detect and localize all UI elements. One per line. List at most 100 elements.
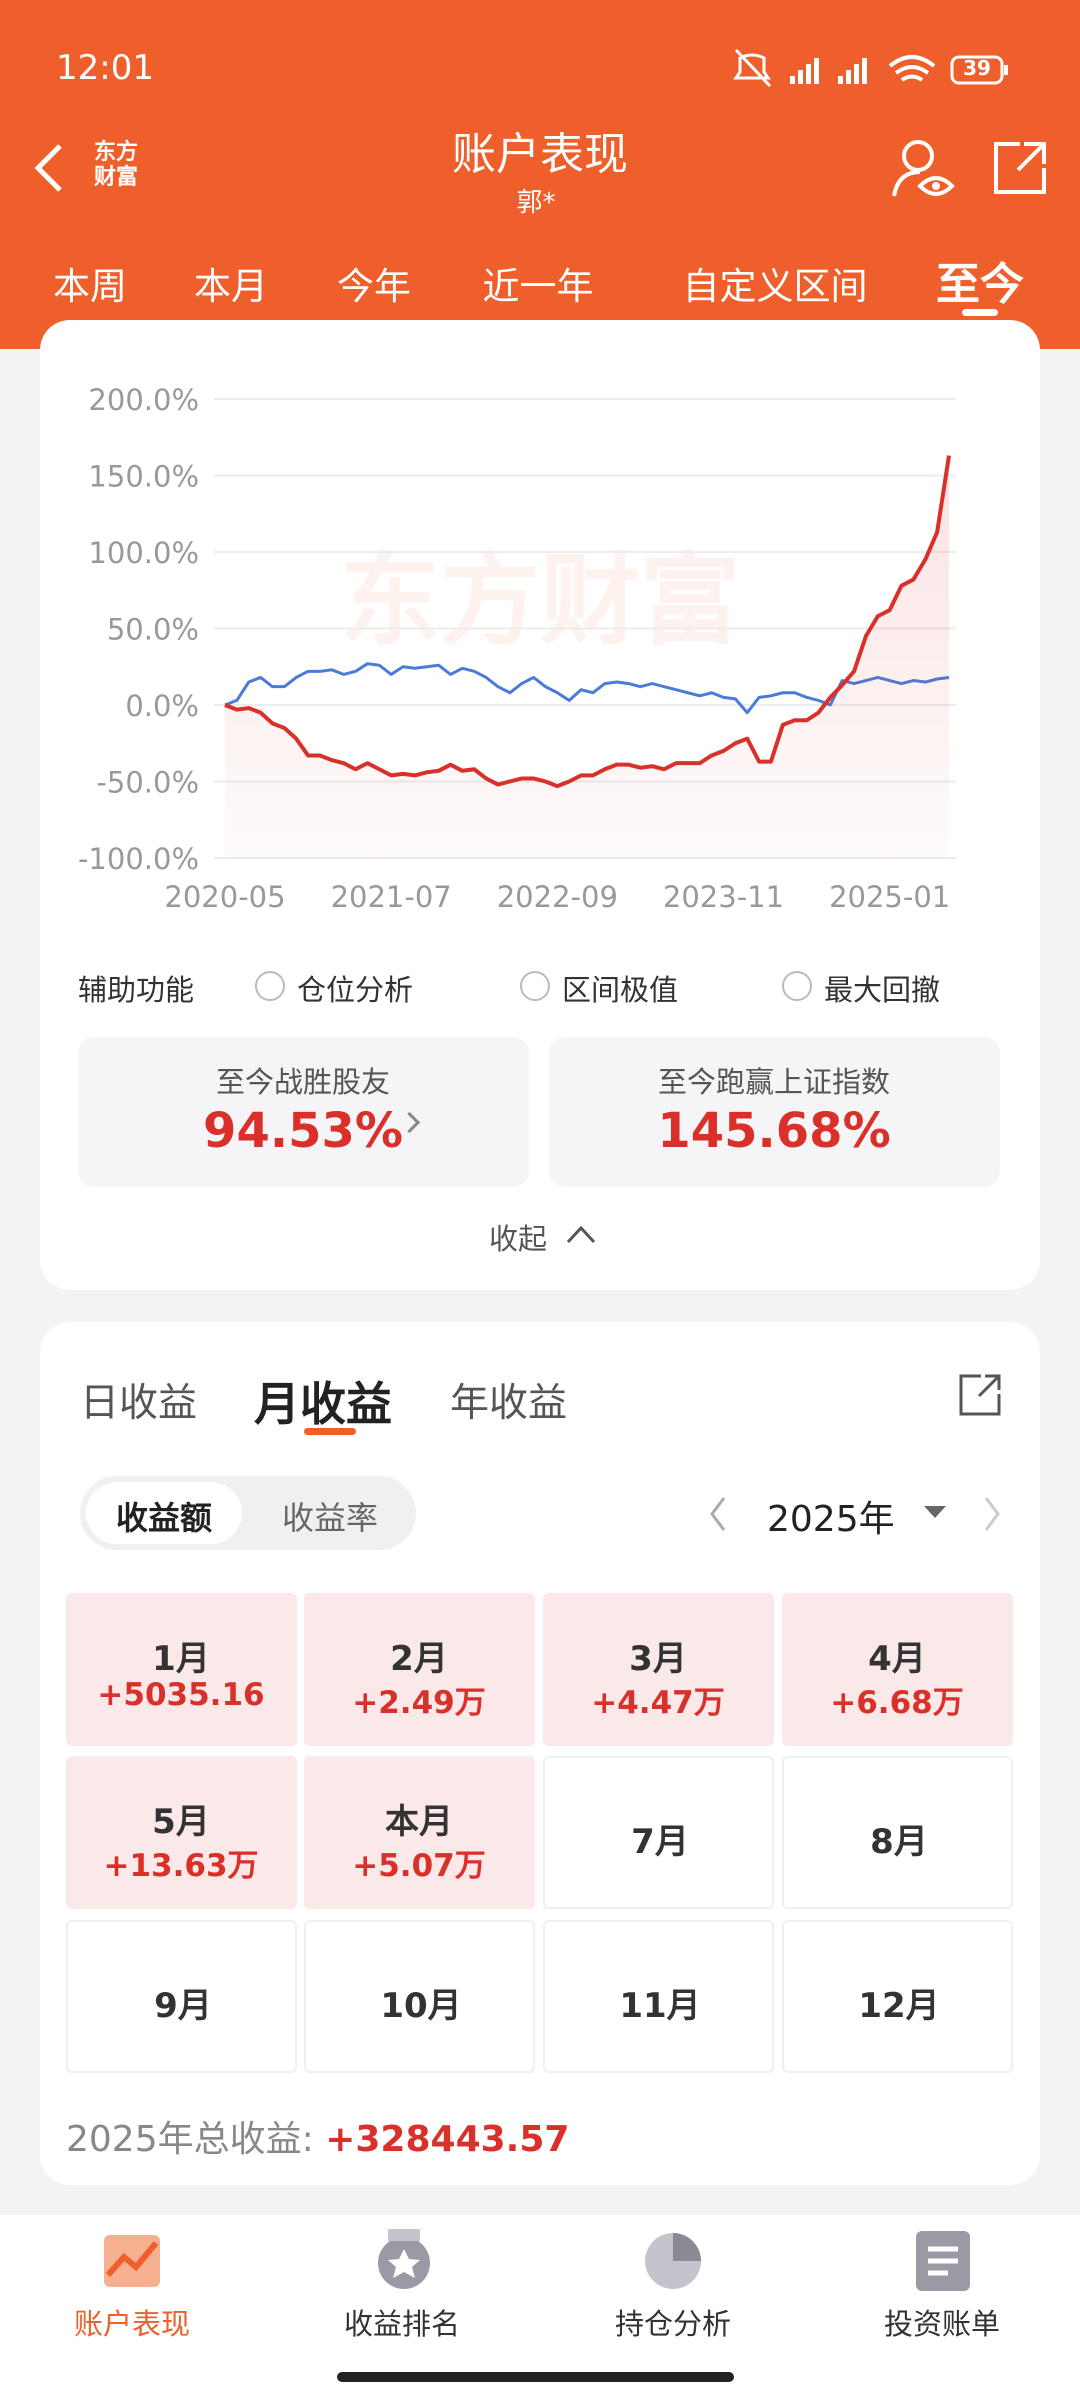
period-tab[interactable]: 本周 <box>53 265 127 308</box>
month-label: 11月 <box>619 1986 701 2026</box>
month-label: 7月 <box>631 1822 689 1862</box>
prev-year[interactable] <box>706 1494 730 1534</box>
month-cell[interactable]: 1月 +5035.16 <box>66 1593 297 1746</box>
month-label: 9月 <box>154 1986 212 2026</box>
month-label: 4月 <box>868 1639 926 1679</box>
month-cell[interactable]: 7月 <box>543 1756 774 1909</box>
y-tick-label: 150.0% <box>88 460 199 494</box>
assist-option[interactable]: 仓位分析 <box>297 973 414 1007</box>
nav-icon[interactable] <box>916 2231 970 2291</box>
stat-box: 至今跑赢上证指数 145.68% <box>549 1037 1000 1187</box>
toggle-option[interactable]: 收益率 <box>281 1499 379 1537</box>
tab-indicator <box>962 309 998 316</box>
x-tick-label: 2020-05 <box>164 880 285 914</box>
month-cell[interactable]: 12月 <box>782 1920 1013 2073</box>
stat-box[interactable]: 至今战胜股友 94.53% <box>78 1037 529 1187</box>
month-label: 本月 <box>385 1802 453 1842</box>
toggle-thumb <box>86 1482 242 1544</box>
chart: 东方财富 200.0% 150.0% 100.0% 50.0% 0.0% -50.0% -1… <box>78 383 956 914</box>
stat-value: 145.68% <box>657 1103 891 1159</box>
assist-option[interactable]: 最大回撤 <box>824 973 941 1007</box>
month-cell[interactable]: 9月 <box>66 1920 297 2073</box>
title: 账户表现 <box>452 129 628 180</box>
share-button[interactable] <box>990 138 1050 198</box>
logo-line: 财富 <box>93 165 138 190</box>
nav-label[interactable]: 持仓分析 <box>614 2307 732 2341</box>
month-label: 8月 <box>870 1822 928 1862</box>
month-label: 2月 <box>390 1639 448 1679</box>
month-value: +5035.16 <box>97 1677 265 1713</box>
month-value: +13.63万 <box>103 1848 259 1884</box>
privacy-button[interactable] <box>890 138 960 202</box>
nav-label[interactable]: 投资账单 <box>883 2307 1001 2341</box>
total-value: +328443.57 <box>325 2119 570 2160</box>
subtitle: 郭* <box>516 188 556 218</box>
assist-option[interactable]: 区间极值 <box>562 973 679 1007</box>
year-select[interactable]: 2025年 <box>767 1499 895 1540</box>
header: 12:01 39 东方 财富 账户表现 郭* 本周 本月 今年 近一年 自定义区间 至今 <box>0 0 1080 349</box>
radio[interactable] <box>520 971 550 1001</box>
collapse-button[interactable]: 收起 <box>488 1222 548 1256</box>
x-tick-label: 2021-07 <box>331 880 452 914</box>
total: 2025年总收益: +328443.57 <box>66 2110 569 2162</box>
radio[interactable] <box>255 971 285 1001</box>
returns-tab[interactable]: 月收益 <box>254 1377 392 1431</box>
total-label: 2025年总收益: <box>66 2119 314 2160</box>
nav-icon[interactable] <box>645 2233 701 2289</box>
x-tick-label: 2023-11 <box>663 880 784 914</box>
next-year[interactable] <box>980 1494 1004 1534</box>
y-tick-label: -50.0% <box>96 766 199 800</box>
home-indicator <box>337 2372 734 2382</box>
status-icons <box>733 48 1008 88</box>
month-cell[interactable]: 本月 +5.07万 <box>304 1756 535 1909</box>
month-label: 12月 <box>858 1986 940 2026</box>
period-tab[interactable]: 近一年 <box>482 265 594 308</box>
month-cell[interactable]: 8月 <box>782 1756 1013 1909</box>
month-value: +2.49万 <box>352 1685 486 1721</box>
nav-label[interactable]: 收益排名 <box>343 2307 461 2341</box>
period-tab[interactable]: 自定义区间 <box>682 265 868 308</box>
export-button[interactable] <box>955 1370 1005 1420</box>
logo: 东方 财富 <box>88 140 144 190</box>
collapse-arrow[interactable] <box>565 1222 597 1246</box>
stat-value: 94.53% <box>203 1103 403 1159</box>
y-tick-label: 0.0% <box>125 689 199 723</box>
returns-tab[interactable]: 年收益 <box>450 1381 568 1426</box>
period-tab[interactable]: 至今 <box>936 259 1024 310</box>
returns-tab[interactable]: 日收益 <box>80 1381 198 1426</box>
stat-label: 至今跑赢上证指数 <box>657 1065 891 1099</box>
y-tick-label: 200.0% <box>88 383 199 417</box>
tab-indicator <box>304 1428 356 1435</box>
radio[interactable] <box>782 971 812 1001</box>
month-label: 1月 <box>152 1639 210 1679</box>
month-cell[interactable]: 4月 +6.68万 <box>782 1593 1013 1746</box>
period-tab[interactable]: 本月 <box>194 265 268 308</box>
nav-icon[interactable] <box>104 2235 160 2287</box>
bottom-nav <box>0 2215 1080 2400</box>
y-tick-label: -100.0% <box>78 842 199 876</box>
month-label: 5月 <box>152 1802 210 1842</box>
x-tick-label: 2025-01 <box>829 880 950 914</box>
back-button[interactable] <box>30 140 70 196</box>
assist-label: 辅助功能 <box>78 973 195 1007</box>
y-tick-label: 50.0% <box>107 613 199 647</box>
logo-line: 东方 <box>93 140 138 165</box>
x-tick-label: 2022-09 <box>497 880 618 914</box>
status-time: 12:01 <box>56 48 154 88</box>
month-cell[interactable]: 11月 <box>543 1920 774 2073</box>
month-cell[interactable]: 5月 +13.63万 <box>66 1756 297 1909</box>
nav-icon[interactable] <box>378 2229 430 2289</box>
month-cell[interactable]: 3月 +4.47万 <box>543 1593 774 1746</box>
month-cell[interactable]: 10月 <box>304 1920 535 2073</box>
period-tab[interactable]: 今年 <box>337 265 411 308</box>
line <box>224 455 951 789</box>
stat-label: 至今战胜股友 <box>215 1065 391 1099</box>
year-dropdown[interactable] <box>922 1502 948 1522</box>
nav-label[interactable]: 账户表现 <box>73 2307 191 2341</box>
month-cell[interactable]: 2月 +2.49万 <box>304 1593 535 1746</box>
toggle-option[interactable]: 收益额 <box>115 1499 213 1537</box>
month-label: 10月 <box>380 1986 462 2026</box>
month-value: +4.47万 <box>591 1685 725 1721</box>
battery-level: 39 <box>963 56 991 80</box>
